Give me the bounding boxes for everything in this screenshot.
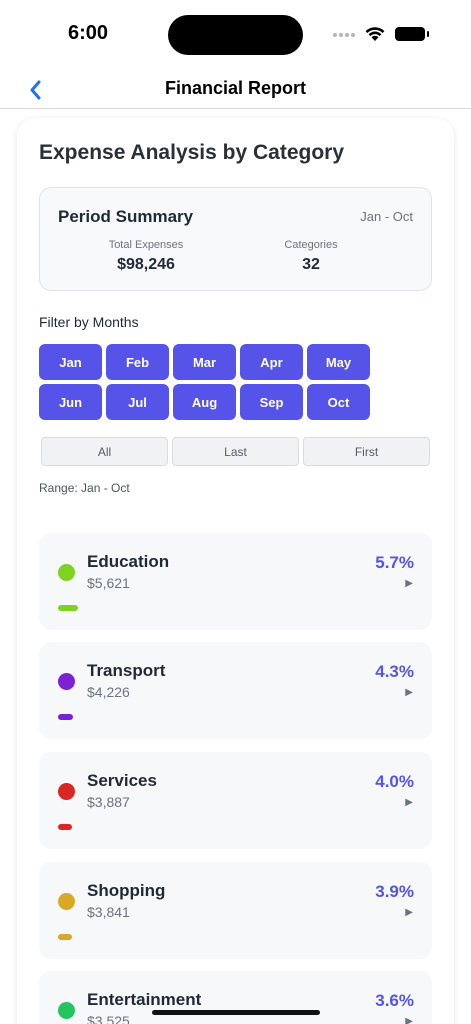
status-time: 6:00 <box>68 22 109 44</box>
summary-range: Jan - Oct <box>360 209 413 224</box>
category-percent: 4.3% <box>375 662 414 681</box>
month-button-jun[interactable]: Jun <box>39 384 102 420</box>
category-progress-bar <box>58 934 72 940</box>
page-title: Financial Report <box>164 78 307 98</box>
month-button-may[interactable]: May <box>307 344 370 380</box>
category-item-education[interactable]: Education $5,621 5.7% ▶ <box>39 533 432 630</box>
category-amount: $5,621 <box>87 575 130 591</box>
category-name: Shopping <box>87 881 166 900</box>
category-progress-bar <box>58 714 74 720</box>
summary-title: Period Summary <box>58 207 194 226</box>
category-color-dot <box>58 1002 75 1019</box>
category-name: Services <box>87 771 157 790</box>
category-amount: $3,887 <box>87 794 130 810</box>
play-arrow-icon: ▶ <box>405 1016 413 1024</box>
battery-icon <box>395 27 429 41</box>
category-percent: 3.9% <box>375 882 414 901</box>
category-name: Education <box>87 552 170 571</box>
category-progress-bar <box>58 824 72 830</box>
category-color-dot <box>58 893 75 910</box>
report-card: Expense Analysis by Category Period Summ… <box>17 118 454 1024</box>
month-button-feb[interactable]: Feb <box>106 344 169 380</box>
month-button-aug[interactable]: Aug <box>173 384 236 420</box>
month-button-oct[interactable]: Oct <box>307 384 370 420</box>
categories-stat: Categories 32 <box>231 239 391 274</box>
last-button[interactable]: Last <box>172 437 299 466</box>
play-arrow-icon: ▶ <box>405 907 413 918</box>
month-button-mar[interactable]: Mar <box>173 344 236 380</box>
status-bar: 6:00 <box>0 0 471 66</box>
total-expenses-value: $98,246 <box>117 256 175 273</box>
category-name: Transport <box>87 661 166 680</box>
category-progress-bar <box>58 605 78 611</box>
month-button-sep[interactable]: Sep <box>240 384 303 420</box>
categories-label: Categories <box>284 239 338 251</box>
categories-value: 32 <box>302 256 320 273</box>
cellular-signal-icon <box>333 33 355 37</box>
play-arrow-icon: ▶ <box>405 687 413 698</box>
first-button[interactable]: First <box>303 437 430 466</box>
category-color-dot <box>58 783 75 800</box>
month-button-jul[interactable]: Jul <box>106 384 169 420</box>
category-amount: $4,226 <box>87 684 130 700</box>
category-color-dot <box>58 673 75 690</box>
range-text: Range: Jan - Oct <box>39 481 130 495</box>
category-item-entertainment[interactable]: Entertainment $3,525 3.6% ▶ <box>39 971 432 1024</box>
dynamic-island <box>168 15 303 55</box>
back-button[interactable] <box>22 76 50 104</box>
category-item-shopping[interactable]: Shopping $3,841 3.9% ▶ <box>39 862 432 959</box>
total-expenses-stat: Total Expenses $98,246 <box>66 239 226 274</box>
play-arrow-icon: ▶ <box>405 578 413 589</box>
chevron-left-icon <box>30 80 41 100</box>
category-color-dot <box>58 564 75 581</box>
filter-label: Filter by Months <box>39 314 139 330</box>
wifi-icon <box>365 27 385 41</box>
month-button-apr[interactable]: Apr <box>240 344 303 380</box>
category-percent: 5.7% <box>375 553 414 572</box>
month-button-jan[interactable]: Jan <box>39 344 102 380</box>
total-expenses-label: Total Expenses <box>108 239 184 251</box>
category-percent: 4.0% <box>375 772 414 791</box>
card-title: Expense Analysis by Category <box>39 141 345 164</box>
navigation-bar: Financial Report <box>0 66 471 109</box>
category-percent: 3.6% <box>375 991 414 1010</box>
play-arrow-icon: ▶ <box>405 797 413 808</box>
category-item-services[interactable]: Services $3,887 4.0% ▶ <box>39 752 432 849</box>
category-item-transport[interactable]: Transport $4,226 4.3% ▶ <box>39 642 432 739</box>
all-button[interactable]: All <box>41 437 168 466</box>
category-amount: $3,525 <box>87 1013 130 1024</box>
category-amount: $3,841 <box>87 904 130 920</box>
category-name: Entertainment <box>87 990 202 1009</box>
period-summary: Period Summary Jan - Oct Total Expenses … <box>39 187 432 291</box>
home-indicator[interactable] <box>152 1010 320 1015</box>
